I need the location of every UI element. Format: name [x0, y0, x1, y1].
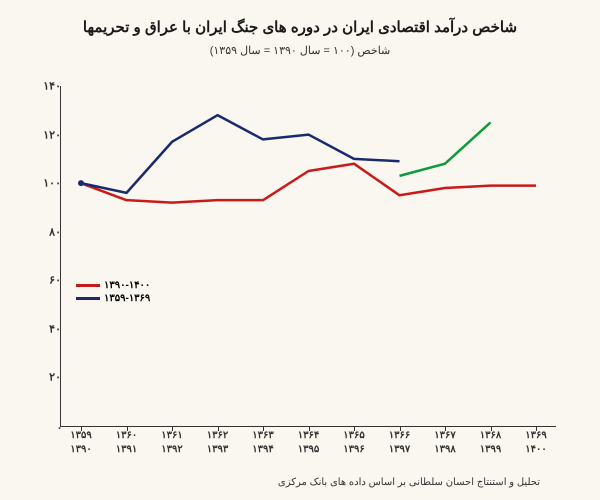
- y-axis-label: .: [52, 420, 61, 432]
- x-axis-label-bottom: ۱۳۹۳: [207, 444, 228, 455]
- x-axis-label-top: ۱۳۶۴: [298, 430, 319, 441]
- y-axis-label: ۱۴۰: [37, 80, 61, 93]
- legend-line-icon: [76, 284, 100, 287]
- legend-label: ۱۳۵۹-۱۳۶۹: [104, 293, 150, 304]
- x-axis-label-bottom: ۱۳۹۵: [298, 444, 319, 455]
- y-axis-label: ۴۰: [43, 322, 61, 335]
- y-axis-label: ۲۰: [43, 371, 61, 384]
- x-axis-label-bottom: ۱۳۹۰: [70, 444, 91, 455]
- chart-legend: ۱۳۹۰-۱۴۰۰ ۱۳۵۹-۱۳۶۹: [76, 280, 150, 306]
- x-axis-label-top: ۱۳۶۱: [161, 430, 182, 441]
- y-axis-label: ۸۰: [43, 225, 61, 238]
- x-axis-label-top: ۱۳۶۳: [252, 430, 273, 441]
- legend-line-icon: [76, 297, 100, 300]
- x-axis-label-top: ۱۳۶۵: [343, 430, 364, 441]
- x-axis-label-top: ۱۳۶۶: [389, 430, 410, 441]
- x-axis-label-top: ۱۳۶۹: [525, 430, 546, 441]
- x-axis-label-top: ۱۳۶۰: [116, 430, 137, 441]
- x-axis-label-bottom: ۱۳۹۱: [116, 444, 137, 455]
- x-axis-label-top: ۱۳۶۸: [480, 430, 501, 441]
- x-axis-label-bottom: ۱۳۹۸: [434, 444, 455, 455]
- chart-lines: [61, 86, 556, 426]
- y-axis-label: ۶۰: [43, 274, 61, 287]
- legend-item: ۱۳۵۹-۱۳۶۹: [76, 293, 150, 304]
- y-axis-label: ۱۲۰: [37, 128, 61, 141]
- x-axis-label-bottom: ۱۳۹۲: [161, 444, 182, 455]
- legend-label: ۱۳۹۰-۱۴۰۰: [104, 280, 150, 291]
- chart-source-note: تحلیل و استنتاج احسان سلطانی بر اساس داد…: [0, 477, 550, 488]
- x-axis-label-top: ۱۳۵۹: [70, 430, 91, 441]
- chart-title: شاخص درآمد اقتصادی ایران در دوره های جنگ…: [0, 0, 600, 36]
- chart-container: شاخص درآمد اقتصادی ایران در دوره های جنگ…: [0, 0, 600, 500]
- chart-plot-area: ۱۴۰۱۲۰۱۰۰۸۰۶۰۴۰۲۰.۱۳۵۹۱۳۹۰۱۳۶۰۱۳۹۱۱۳۶۱۱۳…: [60, 86, 556, 427]
- x-axis-label-bottom: ۱۳۹۶: [343, 444, 364, 455]
- x-axis-label-bottom: ۱۴۰۰: [525, 444, 546, 455]
- legend-item: ۱۳۹۰-۱۴۰۰: [76, 280, 150, 291]
- x-axis-label-top: ۱۳۶۲: [207, 430, 228, 441]
- x-axis-label-bottom: ۱۳۹۴: [252, 444, 273, 455]
- x-axis-label-bottom: ۱۳۹۹: [480, 444, 501, 455]
- x-axis-label-top: ۱۳۶۷: [434, 430, 455, 441]
- y-axis-label: ۱۰۰: [37, 177, 61, 190]
- chart-subtitle: شاخص (۱۰۰ = سال ۱۳۹۰ = سال ۱۳۵۹): [0, 44, 600, 57]
- x-axis-label-bottom: ۱۳۹۷: [389, 444, 410, 455]
